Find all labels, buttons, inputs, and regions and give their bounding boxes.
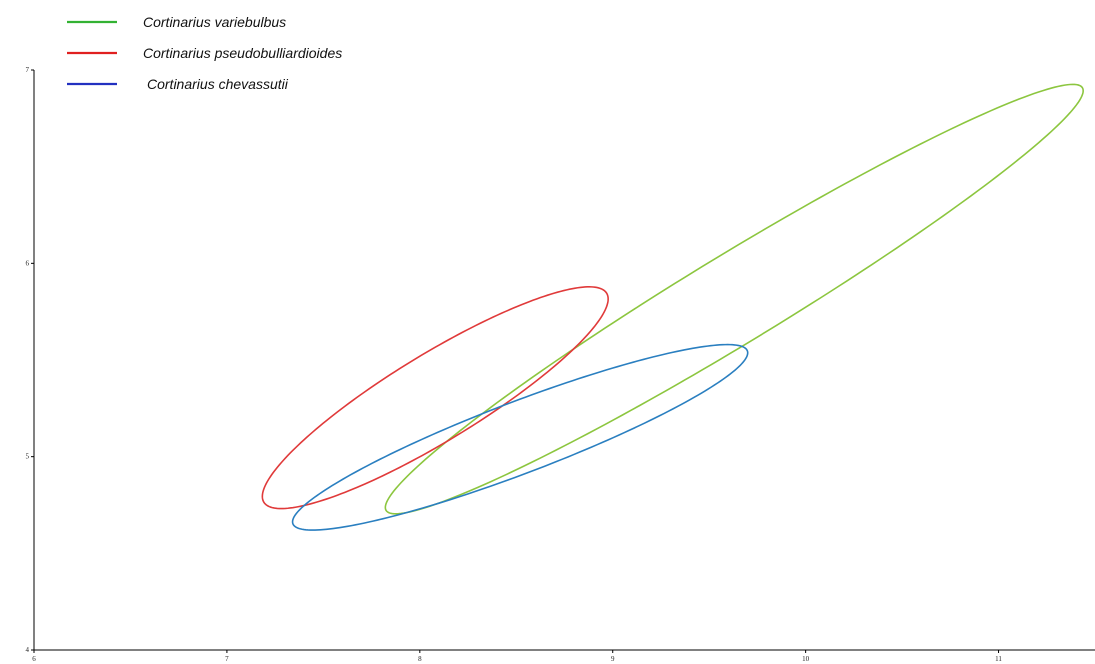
axes xyxy=(33,70,1095,651)
y-tick-label: 5 xyxy=(26,453,30,461)
x-tick-label: 6 xyxy=(32,655,36,663)
y-tick-label: 7 xyxy=(26,66,30,74)
x-tick-label: 9 xyxy=(611,655,615,663)
x-tick-label: 10 xyxy=(802,655,810,663)
legend: Cortinarius variebulbus Cortinarius pseud… xyxy=(67,14,342,92)
y-tick-label: 4 xyxy=(26,646,30,654)
legend-label: Cortinarius variebulbus xyxy=(143,14,286,30)
ellipse-cortinarius-variebulbus xyxy=(384,83,1084,515)
y-tick-label: 6 xyxy=(26,259,30,267)
x-tick-label: 8 xyxy=(418,655,422,663)
ellipse-cortinarius-pseudobulliardioides xyxy=(261,286,609,510)
x-ticks: 6 7 8 9 10 11 xyxy=(32,650,1002,663)
legend-label: Cortinarius chevassutii xyxy=(147,76,289,92)
y-ticks: 4 5 6 7 xyxy=(26,66,34,654)
legend-label: Cortinarius pseudobulliardioides xyxy=(143,45,342,61)
x-tick-label: 7 xyxy=(225,655,229,663)
ellipses xyxy=(261,83,1084,531)
x-tick-label: 11 xyxy=(995,655,1002,663)
ellipse-cortinarius-chevassutii xyxy=(291,343,749,531)
